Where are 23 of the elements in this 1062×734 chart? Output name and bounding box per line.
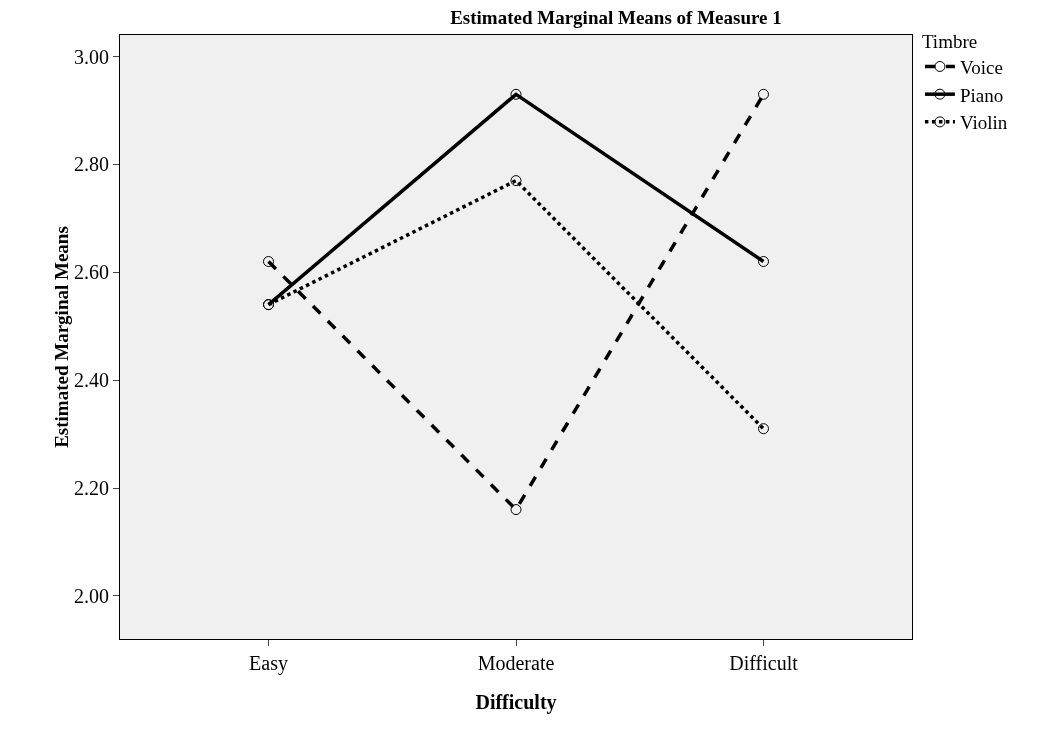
legend-label: Violin — [959, 112, 1008, 134]
point — [510, 175, 522, 187]
x-tick-label: Difficult — [729, 652, 799, 674]
y-tick-label: 2.00 — [74, 584, 109, 607]
point — [510, 504, 522, 516]
x-tick-label: Easy — [249, 652, 288, 675]
x-tick-label: Moderate — [477, 652, 555, 674]
x-axis-title: Difficulty — [475, 691, 557, 714]
point — [758, 423, 769, 435]
point — [263, 256, 274, 267]
y-tick-label: 2.60 — [74, 261, 109, 284]
legend-label: Voice — [959, 56, 1003, 78]
legend-title: Timbre — [921, 30, 978, 52]
y-tick-label: 3.00 — [74, 45, 109, 68]
y-tick-label: 2.20 — [74, 477, 109, 499]
point — [758, 88, 769, 100]
chart-title: Estimated Marginal Means of Measure 1 — [450, 7, 782, 29]
y-tick-label: 2.40 — [74, 369, 109, 392]
point — [758, 256, 769, 267]
y-tick-label: 2.80 — [74, 153, 109, 176]
y-axis-title: Estimated Marginal Means — [51, 226, 72, 448]
legend-label: Piano — [959, 84, 1004, 106]
point — [510, 88, 522, 100]
